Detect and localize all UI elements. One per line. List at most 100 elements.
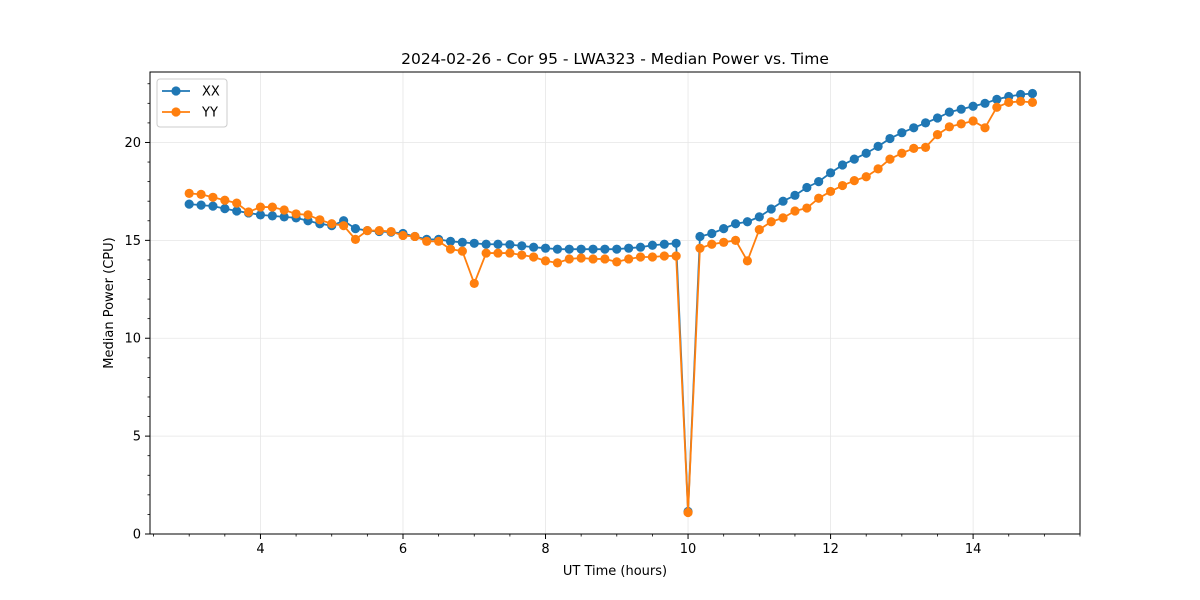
data-point-yy xyxy=(624,254,634,264)
data-point-yy xyxy=(493,248,503,258)
data-point-yy xyxy=(790,206,800,216)
series-layer xyxy=(184,88,1038,518)
data-point-yy xyxy=(232,198,242,208)
data-point-xx xyxy=(588,244,598,254)
data-point-xx xyxy=(992,94,1002,105)
data-point-yy xyxy=(1004,97,1014,107)
data-point-xx xyxy=(802,182,812,193)
data-point-xx xyxy=(469,238,479,248)
data-point-xx xyxy=(707,228,717,239)
data-point-xx xyxy=(790,190,800,200)
legend-marker-xx xyxy=(171,86,181,96)
y-axis-label: Median Power (CPU) xyxy=(102,237,117,368)
data-point-xx xyxy=(695,231,705,242)
data-point-xx xyxy=(1027,88,1038,99)
data-point-yy xyxy=(635,252,646,262)
y-tick-label: 10 xyxy=(124,332,141,347)
data-point-xx xyxy=(481,239,491,249)
data-point-yy xyxy=(909,143,919,153)
data-point-xx xyxy=(208,201,218,211)
x-tick-label: 4 xyxy=(256,542,264,557)
data-point-xx xyxy=(944,107,954,117)
data-point-yy xyxy=(837,180,848,191)
x-tick-label: 14 xyxy=(965,542,982,557)
data-point-xx xyxy=(814,177,824,187)
data-point-yy xyxy=(291,209,301,219)
data-point-xx xyxy=(184,199,194,209)
data-point-yy xyxy=(802,203,812,213)
legend-label-xx: XX xyxy=(202,85,220,100)
data-point-yy xyxy=(315,215,325,225)
data-point-yy xyxy=(1016,96,1026,106)
data-point-yy xyxy=(707,239,717,249)
data-point-xx xyxy=(849,154,859,164)
data-point-xx xyxy=(754,212,764,222)
data-point-xx xyxy=(540,243,551,253)
data-point-yy xyxy=(552,258,563,268)
data-point-yy xyxy=(386,226,396,237)
data-point-yy xyxy=(540,256,551,266)
data-point-xx xyxy=(730,219,741,229)
data-point-xx xyxy=(612,244,622,254)
data-point-xx xyxy=(1016,89,1026,100)
chart-title: 2024-02-26 - Cor 95 - LWA323 - Median Po… xyxy=(401,50,829,68)
data-point-xx xyxy=(909,123,919,133)
data-point-yy xyxy=(576,253,586,263)
data-point-yy xyxy=(849,176,859,186)
data-point-xx xyxy=(742,217,753,227)
y-tick-label: 15 xyxy=(124,234,141,249)
y-tick-label: 20 xyxy=(124,136,141,151)
data-point-yy xyxy=(992,102,1002,112)
data-point-xx xyxy=(505,240,515,250)
x-tick-label: 10 xyxy=(680,542,697,557)
x-tick-label: 12 xyxy=(822,542,839,557)
data-point-yy xyxy=(814,193,824,203)
data-point-xx xyxy=(980,98,990,108)
data-point-yy xyxy=(220,195,230,205)
data-point-xx xyxy=(825,168,836,178)
data-point-yy xyxy=(339,221,349,231)
data-point-yy xyxy=(730,235,741,245)
data-point-yy xyxy=(742,256,753,266)
data-point-yy xyxy=(588,254,598,264)
data-point-xx xyxy=(600,244,610,254)
data-point-xx xyxy=(719,224,729,234)
data-point-yy xyxy=(1027,97,1038,107)
data-point-xx xyxy=(564,244,574,254)
data-point-yy xyxy=(481,248,491,258)
data-point-yy xyxy=(719,237,729,247)
data-point-xx xyxy=(196,200,206,210)
data-point-xx xyxy=(552,244,563,254)
data-point-yy xyxy=(861,172,871,182)
data-point-xx xyxy=(671,238,681,248)
data-point-xx xyxy=(873,141,883,151)
legend: XX YY xyxy=(156,78,228,128)
data-point-yy xyxy=(968,116,978,126)
data-point-yy xyxy=(980,123,990,133)
data-point-xx xyxy=(932,113,943,123)
x-tick-label: 6 xyxy=(399,542,407,557)
data-point-xx xyxy=(885,133,895,144)
data-point-yy xyxy=(778,213,788,223)
y-tick-label: 0 xyxy=(133,528,141,543)
data-point-yy xyxy=(897,148,907,158)
data-point-xx xyxy=(897,128,907,138)
data-point-xx xyxy=(445,236,456,246)
data-point-xx xyxy=(232,206,242,216)
data-point-yy xyxy=(612,257,622,267)
data-point-yy xyxy=(600,254,610,264)
data-point-yy xyxy=(873,164,883,174)
data-point-yy xyxy=(398,230,408,241)
data-point-yy xyxy=(350,234,361,244)
data-point-yy xyxy=(564,254,574,264)
data-point-xx xyxy=(647,240,658,250)
data-point-yy xyxy=(422,236,432,246)
data-point-xx xyxy=(766,204,776,214)
data-point-yy xyxy=(255,202,266,212)
data-point-yy xyxy=(469,278,479,289)
data-point-yy xyxy=(434,236,444,246)
y-tick-label: 5 xyxy=(133,430,141,445)
data-point-xx xyxy=(529,242,539,252)
data-point-yy xyxy=(410,231,420,242)
data-point-yy xyxy=(279,205,289,215)
